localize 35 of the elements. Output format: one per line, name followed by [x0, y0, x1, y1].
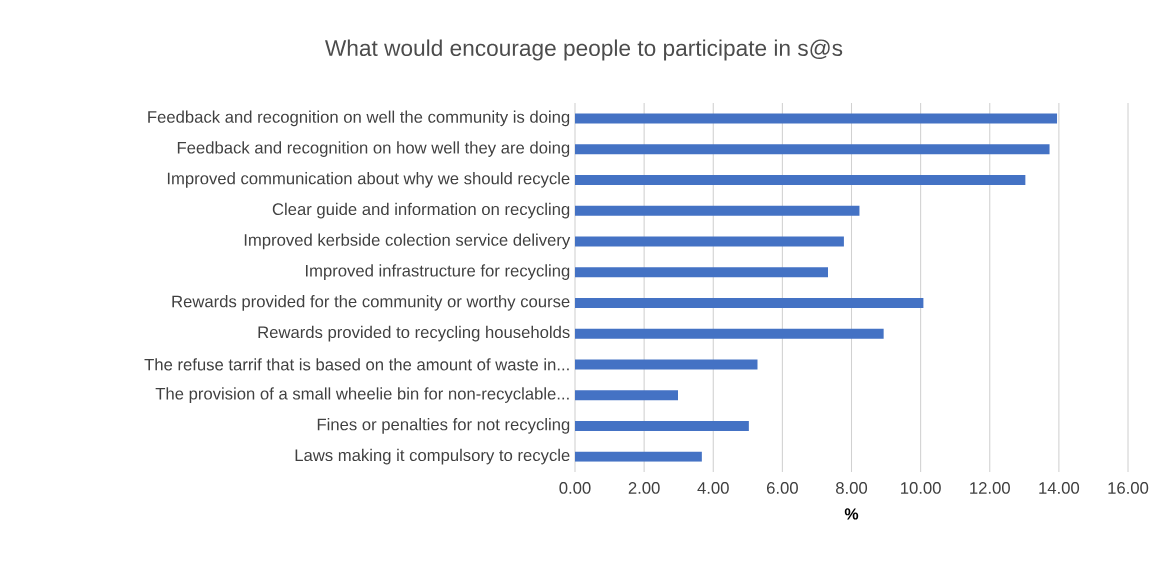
bar	[575, 451, 702, 462]
bar	[575, 174, 1026, 185]
bar	[575, 144, 1050, 155]
y-tick-label: Rewards provided for the community or worthy course	[172, 295, 570, 311]
bar	[575, 267, 828, 278]
y-tick-label: Fines or penalties for not recycling	[317, 418, 570, 434]
y-tick-label: Laws making it compulsory to recycle	[295, 448, 570, 465]
bar	[575, 205, 860, 216]
x-tick-label: 4.00	[697, 482, 729, 494]
x-tick-label: 12.00	[970, 482, 1010, 494]
x-axis-title: %	[844, 508, 859, 520]
x-tick-label: 14.00	[1039, 482, 1080, 494]
bar	[575, 236, 844, 247]
y-tick-label: Rewards provided to recycling households	[258, 325, 570, 342]
x-tick-label: 6.00	[767, 482, 798, 494]
x-tick-label: 2.00	[628, 482, 660, 494]
chart-title: What would encourage people to participate in s@s	[325, 39, 843, 61]
bar	[575, 390, 678, 401]
bar	[575, 359, 758, 370]
x-tick-label: 10.00	[901, 482, 941, 494]
y-tick-label: Clear guide and information on recycling	[272, 202, 570, 219]
y-tick-label: Feedback and recognition on well the community is doing	[148, 110, 570, 127]
bar	[575, 113, 1058, 124]
x-tick-label: 0.00	[559, 482, 591, 494]
y-tick-label: Feedback and recognition on how well they are doing	[177, 141, 570, 157]
bar	[575, 420, 749, 431]
x-tick-label: 8.00	[836, 482, 868, 494]
y-tick-label: Improved kerbside colection service delivery	[244, 233, 571, 250]
x-tick-label: 16.00	[1108, 482, 1149, 494]
y-tick-label: Improved infrastructure for recycling	[306, 264, 570, 280]
y-tick-label: The refuse tarrif that is based on the amount of waste in...	[144, 358, 569, 371]
y-tick-label: Improved communication about why we should recycle	[167, 172, 570, 188]
bar	[575, 297, 924, 308]
y-tick-label: The provision of a small wheelie bin for non-recyclable...	[155, 387, 569, 403]
bar	[575, 328, 884, 339]
